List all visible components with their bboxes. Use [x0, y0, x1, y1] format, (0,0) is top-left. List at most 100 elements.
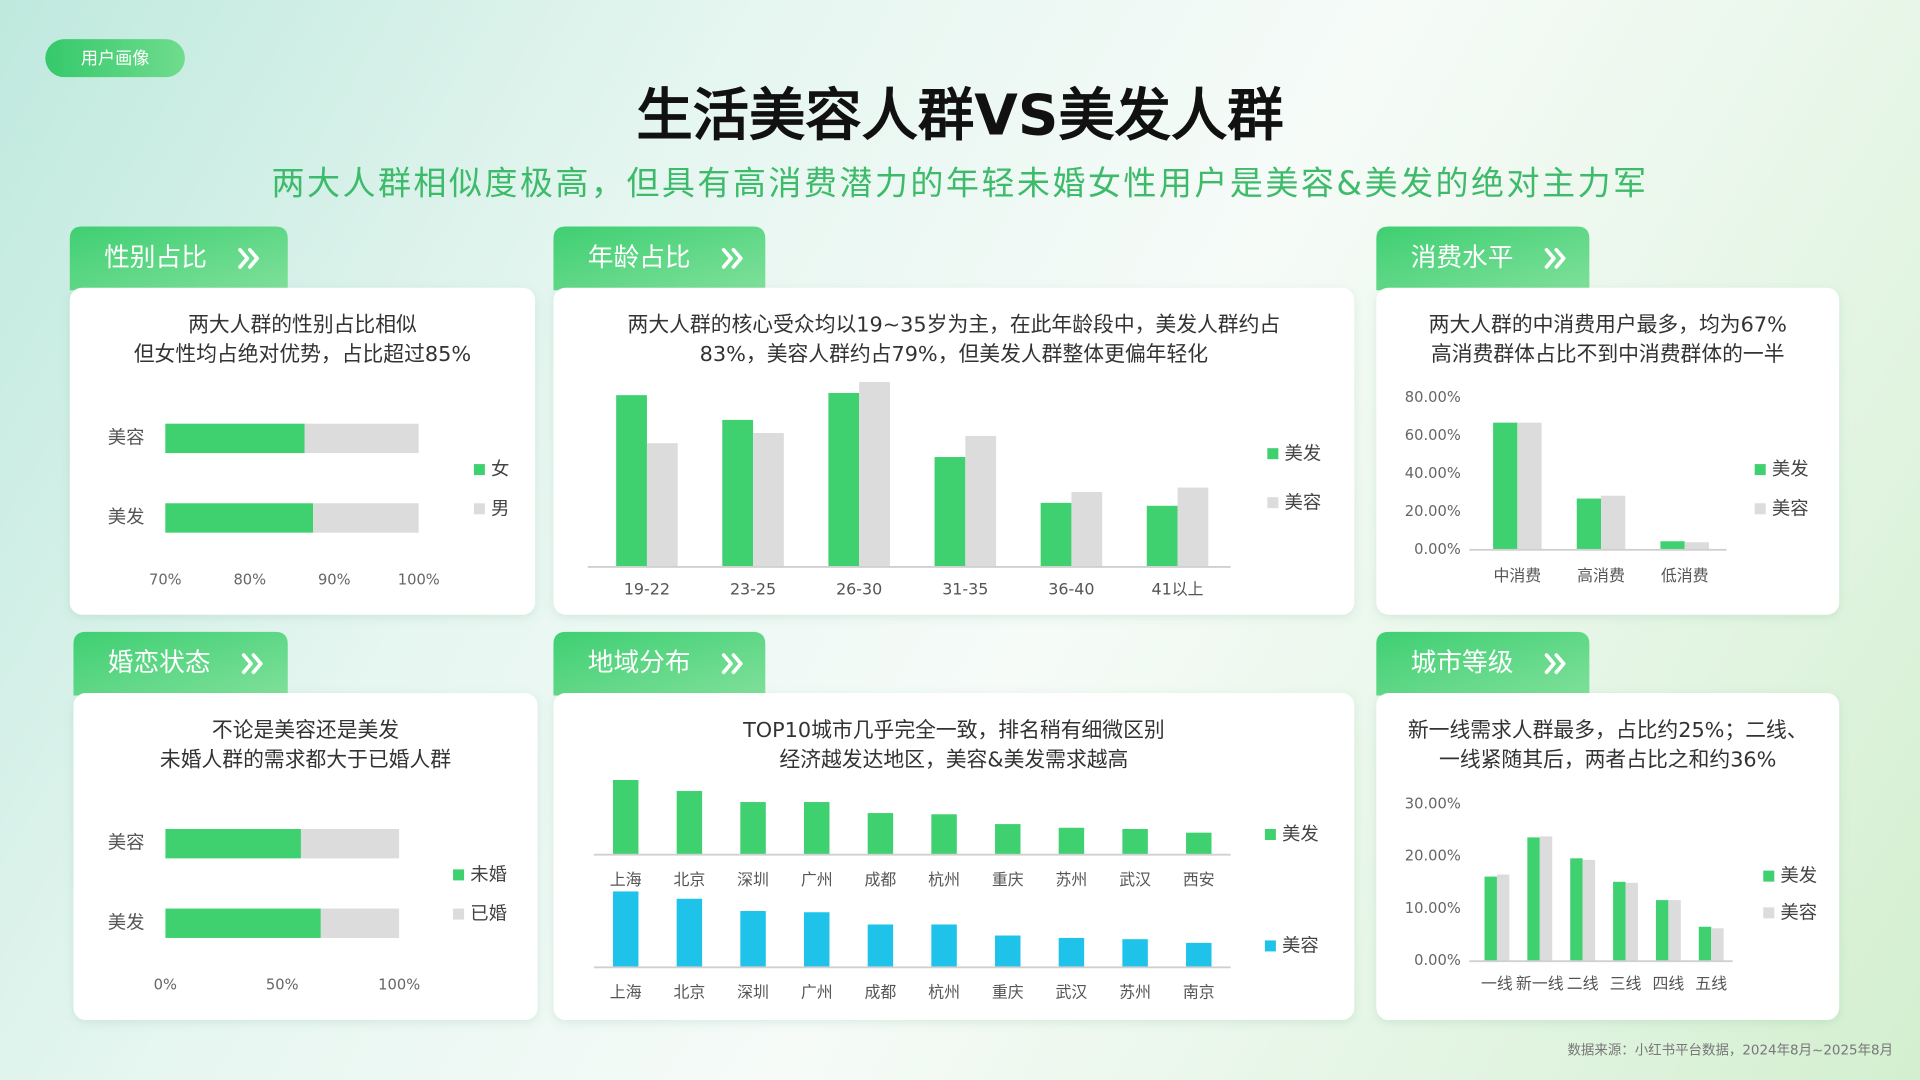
bar — [1146, 505, 1178, 567]
bar-segment — [165, 503, 314, 533]
category-label: 36-40 — [1048, 580, 1094, 599]
category-label: 23-25 — [730, 580, 776, 599]
bar — [1576, 498, 1602, 550]
bar — [931, 924, 957, 968]
bar — [1539, 836, 1553, 962]
panel-description: 经济越发达地区，美容&美发需求越高 — [779, 747, 1128, 771]
bar — [740, 802, 766, 855]
y-tick-label: 80.00% — [1405, 389, 1461, 406]
panel-description: 两大人群的核心受众均以19~35岁为主，在此年龄段中，美发人群约占 — [628, 313, 1281, 337]
x-tick-label: 80% — [233, 571, 266, 588]
panel-description: 83%，美容人群约占79%，但美发人群整体更偏年轻化 — [700, 342, 1208, 366]
bar-segment — [165, 908, 321, 938]
legend-label: 美发 — [1282, 824, 1319, 845]
category-label: 一线 — [1481, 974, 1513, 993]
category-label: 新一线 — [1516, 974, 1564, 993]
bar — [1040, 502, 1072, 567]
chevron-icon — [721, 247, 743, 269]
y-tick-label: 60.00% — [1405, 427, 1461, 444]
panel-card — [1376, 287, 1840, 615]
bar — [1570, 858, 1583, 962]
category-label: 广州 — [801, 870, 833, 889]
category-label: 杭州 — [928, 983, 960, 1002]
bar — [1527, 837, 1540, 962]
legend-marker — [1264, 828, 1276, 840]
x-tick-label: 100% — [378, 977, 420, 994]
source: 数据来源：小红书平台数据，2024年8月~2025年8月 — [1567, 1043, 1893, 1059]
panel-tab — [69, 226, 288, 291]
bar — [965, 435, 997, 567]
legend-marker — [1754, 464, 1766, 476]
legend-label: 女 — [491, 459, 509, 480]
bar — [804, 912, 830, 968]
bar — [1613, 881, 1626, 962]
category-label: 深圳 — [737, 983, 769, 1002]
x-tick-label: 0% — [154, 977, 177, 994]
bar — [676, 898, 703, 968]
tag: 用户画像 — [81, 49, 150, 69]
legend-label: 已婚 — [470, 904, 507, 925]
panel-description: 两大人群的中消费用户最多，均为67% — [1429, 313, 1787, 337]
chevron-icon — [1544, 653, 1566, 675]
bar — [931, 814, 957, 855]
bar — [753, 432, 784, 567]
x-tick-label: 50% — [266, 977, 299, 994]
x-tick-label: 90% — [318, 571, 351, 588]
bar — [612, 891, 639, 968]
legend-label: 美发 — [1772, 459, 1809, 480]
bar — [1058, 827, 1085, 855]
category-label: 重庆 — [992, 983, 1024, 1002]
category-label: 美发 — [108, 507, 145, 528]
category-label: 四线 — [1652, 974, 1684, 993]
legend-label: 未婚 — [470, 865, 507, 886]
category-label: 苏州 — [1056, 870, 1088, 889]
panel-title: 性别占比 — [104, 243, 207, 273]
panel-description: 新一线需求人群最多，占比约25%；二线、 — [1408, 718, 1808, 742]
chevron-icon — [238, 247, 259, 269]
legend-marker — [1754, 503, 1766, 515]
panel-title: 消费水平 — [1411, 243, 1514, 273]
legend-marker — [1763, 907, 1775, 919]
category-label: 上海 — [610, 870, 642, 889]
x-tick-label: 70% — [149, 571, 182, 588]
category-label: 重庆 — [992, 870, 1024, 889]
x-tick-label: 100% — [398, 571, 440, 588]
panel-description: 高消费群体占比不到中消费群体的一半 — [1431, 342, 1785, 366]
category-label: 武汉 — [1056, 983, 1088, 1002]
bar-segment — [300, 828, 400, 859]
bar-segment — [320, 908, 400, 938]
category-label: 杭州 — [928, 870, 960, 889]
bar — [616, 395, 647, 567]
panel-title: 年龄占比 — [588, 243, 691, 273]
bar — [1711, 928, 1724, 962]
bar — [1684, 542, 1709, 550]
panel-description: 未婚人群的需求都大于已婚人群 — [160, 747, 451, 771]
panel-title: 婚恋状态 — [108, 648, 211, 678]
category-label: 美容 — [108, 833, 145, 854]
panel-tab — [553, 631, 766, 696]
category-label: 北京 — [673, 983, 705, 1002]
category-label: 成都 — [864, 870, 896, 889]
category-label: 北京 — [673, 870, 705, 889]
bar — [867, 813, 894, 855]
tag-pill — [45, 39, 185, 78]
bar — [867, 924, 894, 968]
bar — [612, 780, 639, 855]
panel-description: 一线紧随其后，两者占比之和约36% — [1439, 747, 1776, 771]
category-label: 低消费 — [1661, 566, 1709, 585]
legend-label: 美容 — [1284, 492, 1321, 513]
bar — [722, 419, 754, 567]
panel-tab — [73, 631, 288, 696]
legend-marker — [473, 464, 485, 476]
bar-segment — [313, 503, 419, 533]
category-label: 西安 — [1183, 870, 1215, 889]
bar — [646, 443, 678, 567]
bar — [1698, 926, 1712, 962]
chevron-icon — [721, 653, 743, 675]
category-label: 美发 — [108, 912, 145, 933]
category-label: 武汉 — [1119, 870, 1151, 889]
bar — [859, 382, 890, 567]
legend-label: 美发 — [1780, 866, 1817, 887]
